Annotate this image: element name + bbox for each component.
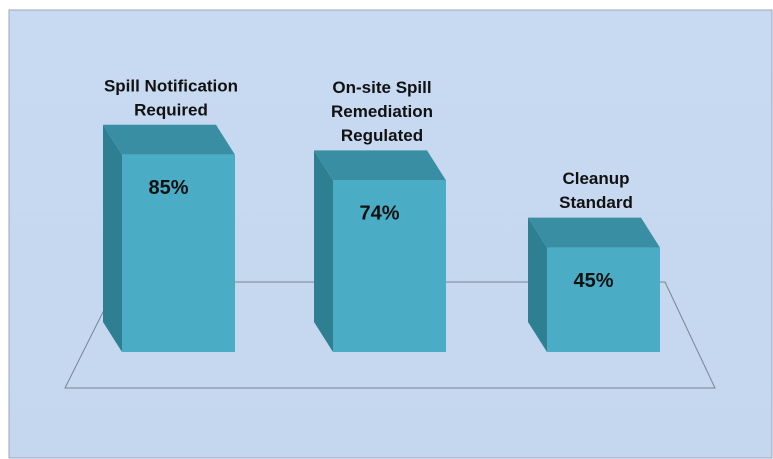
bar-top <box>528 217 660 248</box>
value-label: 45% <box>573 270 613 292</box>
category-label: Remediation <box>331 102 433 121</box>
value-label: 85% <box>148 177 188 199</box>
bar-side <box>314 150 333 352</box>
floor <box>64 281 716 389</box>
category-label: On-site Spill <box>332 78 431 97</box>
bar <box>547 247 660 352</box>
value-label: 74% <box>359 203 399 225</box>
bar-side <box>103 124 122 352</box>
category-label: Spill Notification <box>104 76 238 95</box>
bar-side <box>528 217 547 352</box>
category-label: Regulated <box>341 126 423 145</box>
category-label: Required <box>134 100 208 119</box>
category-label: Cleanup <box>562 169 629 188</box>
bar-top <box>314 150 446 181</box>
category-label: Standard <box>559 193 633 212</box>
bar-top <box>103 124 235 155</box>
bar <box>122 154 235 352</box>
bar <box>333 180 446 352</box>
